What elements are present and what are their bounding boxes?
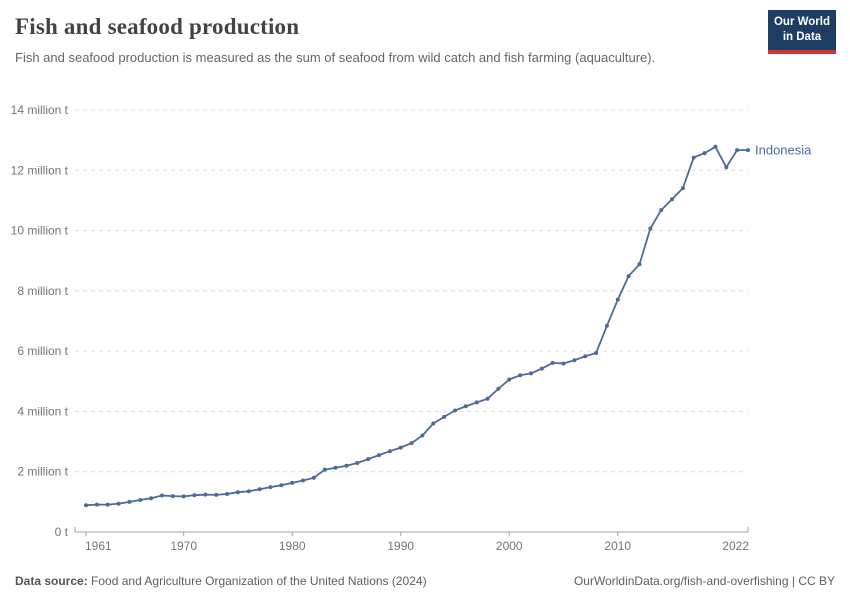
data-point[interactable] (127, 499, 132, 504)
data-point[interactable] (192, 493, 197, 498)
y-tick-label: 12 million t (11, 163, 69, 177)
data-point[interactable] (735, 148, 740, 153)
data-point[interactable] (659, 208, 664, 213)
data-point[interactable] (746, 148, 750, 153)
data-point[interactable] (442, 414, 447, 419)
data-point[interactable] (724, 165, 729, 170)
data-point[interactable] (181, 494, 186, 499)
data-point[interactable] (116, 501, 121, 506)
data-point[interactable] (279, 483, 284, 488)
data-source-note: Data source: Food and Agriculture Organi… (15, 574, 427, 588)
data-point[interactable] (713, 144, 718, 149)
data-point[interactable] (94, 502, 99, 507)
data-point[interactable] (246, 489, 251, 494)
data-point[interactable] (496, 386, 501, 391)
x-tick-label: 2010 (604, 539, 631, 553)
footer-separator: | (788, 574, 799, 588)
y-tick-label: 2 million t (17, 465, 68, 479)
data-point[interactable] (214, 492, 219, 497)
data-point[interactable] (670, 197, 674, 202)
entity-label[interactable]: Indonesia (755, 143, 812, 158)
data-point[interactable] (398, 445, 403, 450)
data-point[interactable] (344, 463, 349, 468)
data-point[interactable] (225, 492, 230, 496)
data-point[interactable] (333, 465, 338, 470)
data-point[interactable] (301, 478, 305, 483)
series-points[interactable] (84, 144, 750, 508)
x-tick-label: 1980 (279, 539, 306, 553)
footer-right: OurWorldinData.org/fish-and-overfishing … (574, 574, 835, 588)
chart-header: Fish and seafood production Fish and sea… (15, 14, 835, 68)
data-point[interactable] (290, 480, 295, 485)
data-point[interactable] (626, 274, 631, 279)
data-source-label: Data source: (15, 574, 88, 588)
owid-logo-line1: Our World (773, 16, 830, 28)
x-tick-label: 1961 (85, 539, 112, 553)
data-point[interactable] (507, 377, 512, 382)
owid-logo-line2: in Data (782, 30, 822, 43)
data-point[interactable] (409, 441, 414, 446)
data-point[interactable] (702, 151, 707, 156)
data-point[interactable] (539, 366, 544, 371)
data-point[interactable] (420, 433, 425, 438)
data-point[interactable] (311, 475, 316, 480)
y-tick-label: 10 million t (11, 224, 69, 238)
data-point[interactable] (594, 351, 599, 355)
license-badge: CC BY (798, 574, 835, 588)
data-point[interactable] (322, 467, 327, 472)
data-point[interactable] (561, 361, 566, 366)
data-point[interactable] (84, 503, 88, 508)
chart-subtitle: Fish and seafood production is measured … (15, 50, 656, 65)
x-tick-label: 1990 (387, 539, 414, 553)
data-point[interactable] (453, 408, 457, 413)
data-point[interactable] (615, 297, 620, 302)
data-point[interactable] (138, 498, 143, 502)
owid-logo[interactable]: Our World in Data (768, 10, 836, 54)
data-point[interactable] (518, 373, 523, 378)
data-point[interactable] (257, 487, 262, 492)
data-point[interactable] (431, 421, 436, 426)
data-point[interactable] (604, 323, 609, 328)
data-point[interactable] (377, 453, 381, 458)
data-point[interactable] (387, 449, 392, 454)
data-point[interactable] (105, 502, 110, 507)
data-point[interactable] (680, 186, 685, 191)
data-point[interactable] (485, 396, 490, 401)
data-source-text: Food and Agriculture Organization of the… (87, 574, 427, 588)
chart-title: Fish and seafood production (15, 14, 300, 39)
y-tick-label: 0 t (55, 525, 69, 539)
y-tick-label: 8 million t (17, 284, 68, 298)
data-point[interactable] (203, 492, 208, 497)
data-point[interactable] (463, 404, 468, 409)
data-point[interactable] (366, 457, 371, 462)
data-point[interactable] (583, 354, 588, 359)
y-tick-label: 14 million t (11, 103, 69, 117)
data-point[interactable] (235, 490, 240, 495)
x-tick-label: 2000 (496, 539, 523, 553)
x-tick-label: 2022 (722, 539, 749, 553)
y-tick-label: 4 million t (17, 404, 68, 418)
data-point[interactable] (691, 155, 696, 160)
data-point[interactable] (529, 371, 533, 376)
data-point[interactable] (550, 360, 555, 365)
data-point[interactable] (149, 496, 154, 501)
chart-footer: Data source: Food and Agriculture Organi… (15, 574, 835, 588)
data-point[interactable] (572, 358, 577, 363)
data-point[interactable] (474, 400, 479, 405)
data-point[interactable] (268, 485, 273, 490)
data-point[interactable] (355, 461, 360, 465)
data-point[interactable] (160, 493, 164, 498)
data-point[interactable] (637, 262, 642, 267)
x-tick-label: 1970 (170, 539, 197, 553)
data-point[interactable] (170, 494, 175, 499)
data-point[interactable] (648, 226, 653, 231)
y-tick-label: 6 million t (17, 344, 68, 358)
series-line[interactable] (85, 145, 749, 507)
owid-url-link[interactable]: OurWorldinData.org/fish-and-overfishing (573, 574, 789, 588)
